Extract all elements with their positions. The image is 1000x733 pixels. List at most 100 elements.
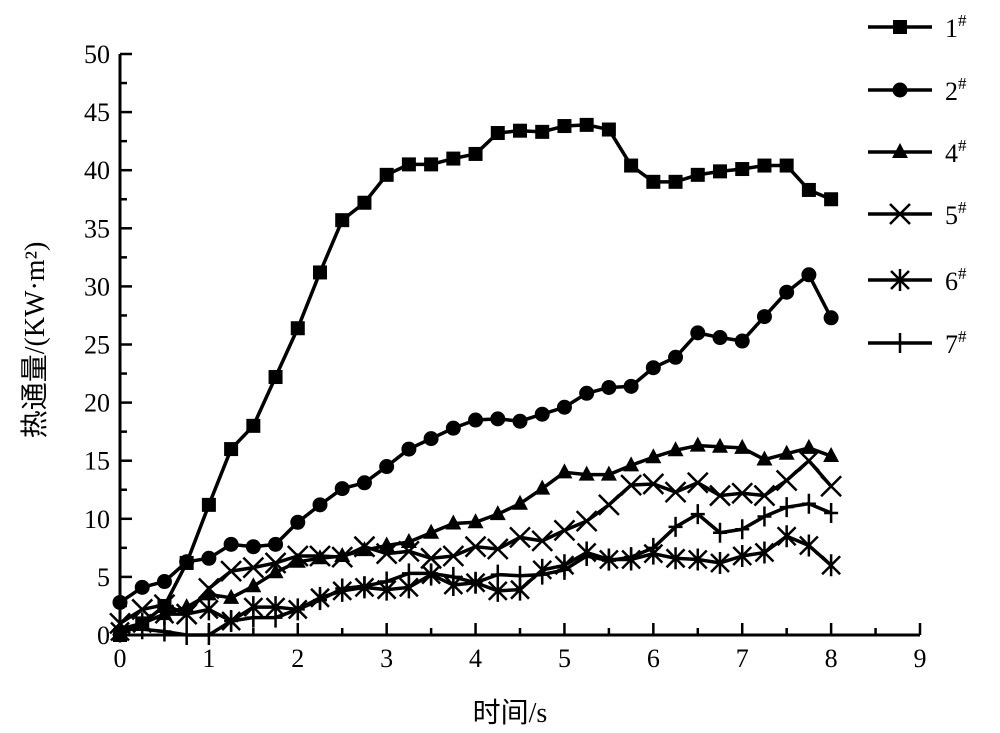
triangle-marker	[689, 436, 706, 452]
circle-marker	[356, 475, 372, 491]
triangle-marker	[712, 437, 728, 453]
square-marker	[779, 158, 794, 173]
plus-marker	[424, 563, 439, 584]
circle-marker	[112, 594, 128, 610]
circle-marker	[892, 82, 908, 98]
x-tick-label: 6	[647, 644, 660, 673]
circle-marker	[623, 378, 639, 394]
x-marker	[686, 471, 709, 494]
x-marker	[775, 469, 798, 492]
triangle-marker	[445, 514, 462, 530]
square-marker	[446, 151, 461, 166]
triangle-marker	[645, 448, 662, 464]
x-marker	[220, 560, 242, 582]
plus-marker	[157, 621, 172, 642]
plus-marker	[735, 519, 750, 540]
triangle-marker	[823, 447, 840, 463]
series-group	[109, 117, 842, 645]
legend-label-sup: #	[958, 74, 967, 93]
plus-marker	[646, 537, 661, 558]
circle-marker	[290, 514, 306, 530]
circle-marker	[779, 284, 795, 300]
x-tick-label: 9	[914, 644, 927, 673]
plus-marker	[824, 502, 839, 523]
triangle-marker	[200, 585, 217, 601]
legend-label-number: 7	[945, 330, 958, 359]
legend: 1#2#4#5#6#7#	[868, 11, 967, 359]
legend-label-sup: #	[958, 136, 967, 155]
square-marker	[646, 174, 661, 189]
circle-marker	[712, 330, 728, 346]
square-marker	[557, 119, 572, 134]
star-marker	[665, 547, 686, 570]
circle-marker	[601, 379, 617, 395]
plus-marker	[668, 516, 683, 537]
y-tick-label: 35	[84, 214, 110, 243]
y-tick-label: 40	[84, 156, 110, 185]
star-marker	[176, 603, 197, 626]
x-marker	[709, 484, 731, 507]
square-marker	[535, 124, 550, 139]
star-marker	[821, 554, 841, 577]
x-marker	[820, 475, 842, 498]
square-marker	[424, 157, 439, 172]
square-marker	[379, 167, 394, 182]
triangle-marker	[667, 441, 684, 457]
plus-marker	[779, 497, 794, 518]
square-marker	[824, 192, 839, 207]
triangle-marker	[800, 438, 817, 454]
square-marker	[713, 164, 727, 179]
plus-marker	[713, 522, 727, 543]
circle-marker	[223, 536, 239, 552]
legend-label-sup: #	[958, 327, 967, 346]
y-tick-label: 10	[84, 505, 110, 534]
triangle-marker	[756, 450, 773, 466]
plus-marker	[535, 564, 550, 585]
x-tick-label: 8	[825, 644, 838, 673]
x-marker	[442, 545, 465, 567]
x-tick-label: 4	[469, 644, 482, 673]
circle-marker	[156, 574, 172, 590]
circle-marker	[823, 310, 839, 326]
legend-label: 6#	[945, 264, 967, 296]
legend-label-number: 4	[945, 139, 958, 168]
y-tick-label: 50	[84, 40, 110, 69]
y-tick-label: 15	[84, 447, 110, 476]
square-marker	[757, 158, 772, 173]
x-tick-label: 3	[380, 644, 393, 673]
square-marker	[893, 20, 907, 34]
plus-marker	[379, 571, 394, 592]
triangle-marker	[534, 479, 551, 495]
circle-marker	[334, 481, 350, 497]
x-marker	[464, 535, 487, 558]
x-tick-label: 0	[114, 644, 127, 673]
square-marker	[335, 213, 350, 228]
circle-marker	[579, 385, 595, 401]
plus-marker	[357, 576, 372, 597]
legend-label-number: 1	[945, 14, 958, 43]
square-marker	[246, 418, 261, 433]
square-marker	[690, 167, 705, 182]
triangle-marker	[245, 577, 262, 593]
plus-marker	[224, 611, 239, 632]
circle-marker	[756, 309, 772, 325]
square-marker	[801, 182, 816, 197]
plus-marker	[757, 506, 772, 527]
legend-label-number: 2	[945, 77, 958, 106]
triangle-marker	[223, 588, 240, 604]
square-marker	[624, 158, 639, 173]
series-2	[112, 267, 839, 610]
circle-marker	[423, 431, 439, 447]
legend-item-1: 1#	[868, 11, 967, 43]
circle-marker	[801, 267, 817, 283]
legend-label-sup: #	[958, 11, 967, 30]
x-axis-label: 时间/s	[473, 697, 548, 729]
star-marker	[754, 541, 775, 564]
legend-label-sup: #	[958, 198, 967, 217]
star-marker	[890, 269, 910, 291]
x-marker	[620, 474, 642, 496]
legend-label-sup: #	[958, 264, 967, 283]
triangle-marker	[378, 536, 395, 552]
series-5	[109, 449, 842, 635]
